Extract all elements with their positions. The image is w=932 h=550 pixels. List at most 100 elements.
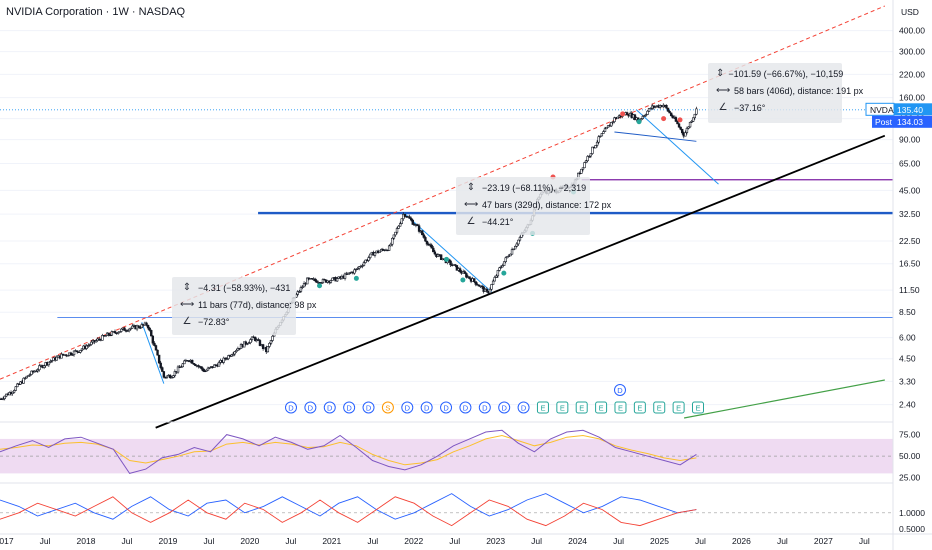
candle-body <box>439 254 443 260</box>
candle-body <box>491 280 495 285</box>
candle-body <box>693 113 697 119</box>
earnings-marker <box>614 401 627 414</box>
price-tag-bg <box>894 103 932 116</box>
candle-body <box>610 122 613 127</box>
candle-body <box>165 375 169 378</box>
x-tick-label: 2023 <box>486 536 505 546</box>
rsi-tick-label: 50.00 <box>899 451 921 461</box>
candle-body <box>296 291 299 295</box>
dividend-marker <box>381 401 394 414</box>
earnings-marker <box>653 401 666 414</box>
candle-body <box>69 352 73 355</box>
candle-body <box>584 160 588 163</box>
candle-body <box>250 336 254 340</box>
signal-dot <box>620 111 626 117</box>
x-tick-label: Jul <box>777 536 788 546</box>
measure-box-3[interactable]: ⇕ −101.59 (−66.67%), −10,159 ⟷ 58 bars (40… <box>708 63 863 123</box>
candle-body <box>387 245 391 251</box>
event-marker-label: E <box>618 404 623 413</box>
candle-body <box>506 256 509 259</box>
candle-body <box>515 243 518 247</box>
x-tick-label: Jul <box>203 536 214 546</box>
x-tick-label: Jul <box>531 536 542 546</box>
y-tick-label: 65.00 <box>899 158 921 168</box>
measure-change-row: ⇕ −23.19 (−68.11%), −2,319 <box>456 179 590 196</box>
candle-body <box>205 369 208 372</box>
candle-body <box>433 251 437 255</box>
y-tick-label: 22.50 <box>899 236 921 246</box>
candle-body <box>301 286 304 289</box>
candle-body <box>151 335 155 344</box>
candle-body <box>589 153 593 157</box>
candle-body <box>154 345 158 351</box>
candle-body <box>671 115 674 119</box>
candle-body <box>517 239 520 245</box>
candle-body <box>695 108 698 115</box>
event-marker-label: E <box>560 404 565 413</box>
candle-body <box>676 121 679 125</box>
price-axis-bg <box>893 0 932 550</box>
neckline <box>614 131 697 142</box>
candle-body <box>104 335 107 337</box>
candle-body <box>685 127 689 133</box>
candle-body <box>646 110 649 115</box>
measure-angle-row: ∠ −44.21° <box>456 213 590 230</box>
y-tick-label: 90.00 <box>899 135 921 145</box>
measure-box-1[interactable]: ⇕ −4.31 (−58.93%), −431 ⟷ 11 bars (77d), d… <box>172 277 316 335</box>
candle-body <box>421 230 424 236</box>
candle-body <box>47 361 51 366</box>
candle-body <box>306 277 309 285</box>
candle-body <box>257 339 260 341</box>
candle-body <box>321 279 325 283</box>
candle-body <box>38 365 41 371</box>
event-marker-label: E <box>599 404 604 413</box>
candle-body <box>14 386 17 391</box>
angle-icon: ∠ <box>182 316 192 327</box>
rsi-lines <box>0 429 697 474</box>
candle-body <box>643 115 646 117</box>
candle-body <box>400 218 403 224</box>
post-tag-label: Post <box>875 117 893 127</box>
candle-body <box>495 275 498 278</box>
osc-tick-label: 0.5000 <box>899 524 925 534</box>
candle-body <box>591 146 594 154</box>
candle-body <box>261 344 265 349</box>
candle-body <box>490 284 493 290</box>
candle-body <box>432 247 435 253</box>
event-marker-label: D <box>463 404 469 413</box>
candle-body <box>247 342 251 344</box>
candle-body <box>498 267 501 271</box>
measure-box-2[interactable]: ⇕ −23.19 (−68.11%), −2,319 ⟷ 47 bars (329d… <box>456 177 611 235</box>
candle-body <box>222 357 225 363</box>
y-tick-label: 4.50 <box>899 354 916 364</box>
candle-body <box>217 362 221 367</box>
dividend-marker <box>323 401 336 414</box>
candle-body <box>16 383 19 388</box>
candle-body <box>417 225 421 232</box>
y-tick-label: 160.00 <box>899 93 925 103</box>
x-tick-label: 2024 <box>568 536 587 546</box>
candle-body <box>153 342 156 346</box>
candle-body <box>473 278 476 282</box>
trendline-green <box>683 379 885 419</box>
candle-body <box>172 375 175 378</box>
candle-body <box>231 353 235 356</box>
candle-body <box>329 280 333 283</box>
measure-bars-text: 58 bars (406d), distance: 191 px <box>734 85 864 96</box>
candle-body <box>353 269 356 274</box>
candle-body <box>687 126 690 129</box>
candle-body <box>331 277 334 281</box>
event-marker-label: E <box>540 404 545 413</box>
candle-body <box>600 133 604 137</box>
candle-body <box>35 370 38 373</box>
x-tick-label: 2027 <box>814 536 833 546</box>
signal-dot <box>353 275 359 281</box>
candle-body <box>140 324 143 328</box>
candle-body <box>225 358 229 360</box>
y-tick-label: 8.50 <box>899 307 916 317</box>
candle-body <box>118 331 121 333</box>
signal-dot <box>460 277 466 283</box>
candle-body <box>373 252 377 256</box>
signal-dot <box>677 117 683 123</box>
